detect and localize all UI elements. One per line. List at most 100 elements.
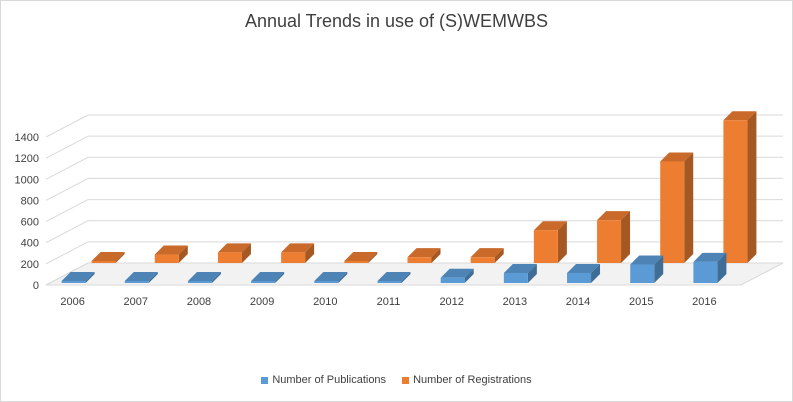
bar-registrations-2013 — [533, 230, 558, 263]
gridline-depth — [45, 241, 89, 265]
bar-publications-2007-side — [148, 272, 158, 283]
bar-registrations-2012 — [470, 257, 495, 263]
gridline-depth — [45, 114, 89, 138]
gridline-depth — [45, 199, 89, 223]
bar-publications-2008-side — [211, 272, 221, 283]
bar-registrations-2007 — [154, 254, 179, 263]
y-tick-label: 600 — [21, 217, 39, 229]
bar-publications-2013-top — [503, 263, 537, 273]
gridline-depth — [45, 156, 89, 180]
y-tick-label: 800 — [21, 195, 39, 207]
bar-registrations-2014 — [597, 220, 622, 263]
legend-item-registrations[interactable]: Number of Registrations — [402, 374, 532, 386]
bar-publications-2008-top — [187, 272, 221, 281]
x-tick-label: 2016 — [692, 296, 716, 308]
bar-registrations-2014-top — [597, 211, 631, 221]
x-tick-label: 2006 — [60, 296, 84, 308]
bar-registrations-2013-side — [557, 221, 567, 263]
legend-label-publications: Number of Publications — [272, 374, 387, 386]
bar-publications-2012-side — [464, 268, 474, 283]
bar-publications-2006-side — [85, 272, 95, 283]
bar-registrations-2011-top — [407, 248, 441, 258]
bar-publications-2012 — [440, 277, 465, 283]
bar-publications-2011-side — [401, 272, 411, 283]
x-tick-label: 2015 — [629, 296, 653, 308]
bar-registrations-2008-side — [241, 243, 251, 263]
gridline-depth — [45, 135, 89, 159]
bar-registrations-2009-top — [281, 243, 315, 253]
bar-registrations-2006 — [91, 261, 116, 263]
y-tick-label: 1400 — [15, 132, 39, 144]
y-tick-label: 200 — [21, 259, 39, 271]
legend-item-publications[interactable]: Number of Publications — [261, 374, 386, 386]
x-tick-label: 2013 — [503, 296, 527, 308]
bar-publications-2010-top — [314, 272, 348, 281]
bar-registrations-2007-side — [178, 245, 188, 263]
bar-publications-2016-side — [717, 252, 727, 283]
bar-registrations-2015-top — [660, 152, 694, 162]
legend-swatch-registrations — [402, 376, 410, 384]
bar-publications-2012-top — [440, 268, 474, 278]
gridline-depth — [45, 220, 89, 244]
bar-registrations-2009 — [281, 252, 306, 263]
gridline-depth — [45, 177, 89, 201]
bar-registrations-2011-side — [431, 248, 441, 263]
bar-publications-2009-top — [251, 272, 285, 281]
bar-publications-2014-top — [567, 263, 601, 273]
y-tick-label: 400 — [21, 238, 39, 250]
x-tick-label: 2012 — [439, 296, 463, 308]
legend-swatch-publications — [261, 376, 269, 384]
bar-registrations-2006-side — [115, 252, 125, 263]
bar-registrations-2014-side — [621, 211, 631, 263]
bar-registrations-2006-top — [91, 252, 125, 261]
bar-publications-2007 — [124, 281, 149, 283]
bar-registrations-2015 — [660, 161, 685, 263]
bar-publications-2009 — [251, 281, 276, 283]
bar-publications-2010 — [314, 281, 339, 283]
bar-registrations-2009-side — [305, 243, 315, 263]
bar-registrations-2010-side — [368, 252, 378, 263]
y-tick-label: 0 — [33, 280, 39, 292]
bar-publications-2014-side — [591, 263, 601, 283]
bar-publications-2011 — [377, 281, 402, 283]
bar-registrations-2016-side — [747, 111, 757, 264]
x-tick-label: 2009 — [250, 296, 274, 308]
bar-publications-2006-top — [61, 272, 95, 281]
bar-registrations-2013-top — [533, 221, 567, 231]
bar-publications-2016-top — [693, 252, 727, 262]
x-tick-label: 2011 — [377, 296, 401, 308]
bar-registrations-2008 — [217, 252, 242, 263]
bar-registrations-2016 — [723, 120, 748, 264]
bar-publications-2007-top — [124, 272, 158, 281]
chart-canvas: 0 200 400 600 800 1000 1200 1400 2006 2007 2008 200… — [15, 111, 784, 308]
bar-publications-2013-side — [527, 263, 537, 283]
x-tick-label: 2008 — [187, 296, 211, 308]
y-tick-label: 1200 — [15, 153, 39, 165]
bar-registrations-2012-side — [494, 248, 504, 263]
bar-publications-2016 — [693, 261, 718, 283]
bar-registrations-2011 — [407, 257, 432, 263]
bar-registrations-2010 — [344, 261, 369, 263]
x-tick-label: 2007 — [124, 296, 148, 308]
bar-publications-2010-side — [338, 272, 348, 283]
bar-publications-2009-side — [275, 272, 285, 283]
y-tick-label: 1000 — [15, 174, 39, 186]
bar-publications-2015 — [630, 264, 655, 283]
bar-publications-2011-top — [377, 272, 411, 281]
bar-registrations-2012-top — [470, 248, 504, 258]
bar-publications-2014 — [567, 272, 592, 283]
legend-label-registrations: Number of Registrations — [413, 374, 532, 386]
x-tick-label: 2010 — [313, 296, 337, 308]
chart-title: Annual Trends in use of (S)WEMWBS — [244, 11, 549, 31]
bar-registrations-2016-top — [723, 111, 757, 121]
bar-registrations-2007-top — [154, 245, 188, 255]
bar-registrations-2015-side — [684, 152, 694, 263]
bar-registrations-2008-top — [217, 243, 251, 253]
bar-publications-2013 — [503, 272, 528, 283]
bar-publications-2015-top — [630, 255, 664, 265]
bar-registrations-2010-top — [344, 252, 378, 261]
bar-publications-2008 — [187, 281, 212, 283]
legend: Number of Publications Number of Registr… — [1, 374, 792, 386]
bar-publications-2006 — [61, 281, 86, 283]
